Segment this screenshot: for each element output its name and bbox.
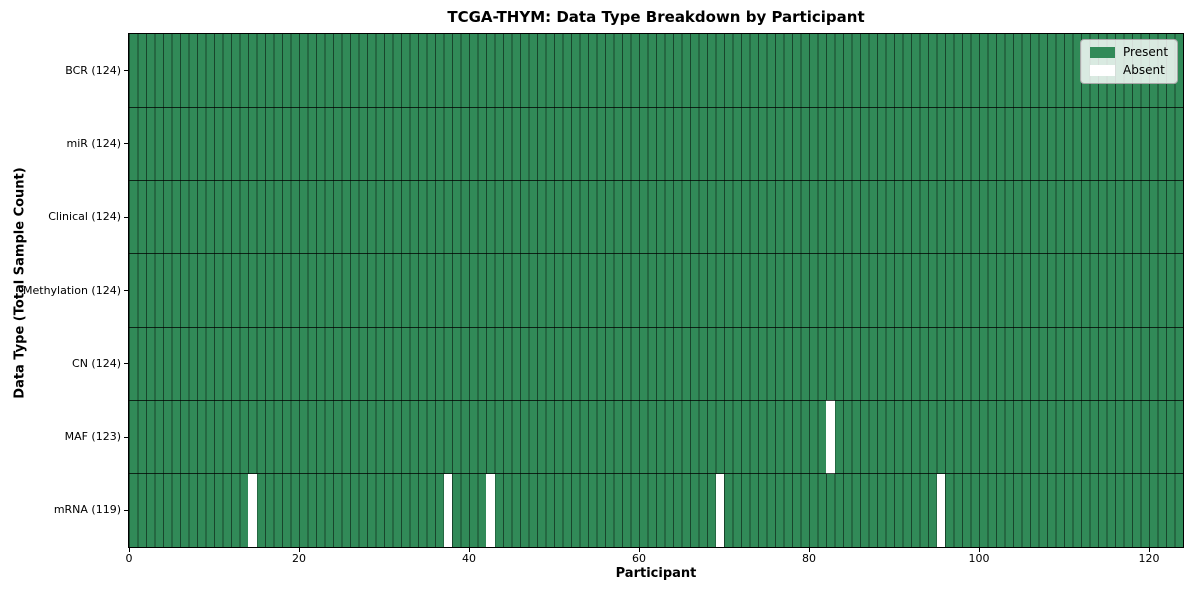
x-tick-label-120: 120: [1138, 552, 1160, 565]
y-tick-label-mir: miR (124): [66, 136, 122, 150]
y-tick-mark: [124, 509, 128, 511]
absent-cell-mrna-42: [486, 473, 495, 547]
y-tick-label-maf: MAF (123): [64, 430, 121, 444]
absent-cell-mrna-95: [936, 473, 945, 547]
row-cn: [129, 327, 1183, 401]
legend-label-absent: Absent: [1123, 63, 1165, 77]
absent-cell-mrna-69: [715, 473, 724, 547]
y-tick-mark: [124, 216, 128, 218]
y-tick-label-methylation: Methylation (124): [23, 283, 121, 297]
x-tick-label-20: 20: [292, 552, 306, 565]
x-tick-label-100: 100: [968, 552, 990, 565]
x-axis-label: Participant: [615, 566, 697, 581]
row-methylation: [129, 253, 1183, 328]
x-tick-label-80: 80: [802, 552, 816, 565]
legend: Present Absent: [1080, 39, 1179, 84]
absent-cell-mrna-37: [443, 473, 452, 547]
legend-swatch-absent: [1090, 65, 1115, 76]
y-tick-label-clinical: Clinical (124): [48, 210, 121, 224]
row-maf: [129, 400, 1183, 474]
y-tick-mark: [124, 290, 128, 291]
row-clinical: [129, 180, 1183, 254]
x-tick-mark: [298, 548, 300, 552]
absent-cell-maf-82: [826, 400, 835, 474]
x-tick-mark: [1148, 548, 1150, 552]
chart-title: TCGA-THYM: Data Type Breakdown by Partic…: [447, 8, 865, 26]
y-tick-label-cn: CN (124): [72, 356, 121, 370]
y-tick-mark: [124, 436, 128, 438]
y-tick-mark: [124, 363, 128, 365]
x-tick-mark: [128, 548, 130, 552]
row-mir: [129, 107, 1183, 181]
plot-area: [128, 33, 1184, 548]
x-tick-mark: [978, 548, 980, 552]
legend-swatch-present: [1090, 47, 1115, 58]
x-tick-mark: [808, 548, 810, 552]
x-tick-mark: [468, 548, 470, 552]
legend-label-present: Present: [1123, 45, 1169, 59]
x-tick-label-60: 60: [632, 552, 646, 565]
legend-item-absent: Absent: [1090, 64, 1168, 77]
x-tick-label-0: 0: [125, 552, 133, 565]
row-mrna: [129, 473, 1183, 547]
legend-item-present: Present: [1090, 46, 1168, 59]
x-tick-label-40: 40: [462, 552, 476, 565]
x-tick-mark: [638, 548, 640, 552]
y-tick-label-bcr: BCR (124): [65, 63, 121, 77]
y-tick-label-mrna: mRNA (119): [53, 503, 121, 517]
row-bcr: [129, 34, 1183, 108]
absent-cell-mrna-14: [248, 473, 257, 547]
y-tick-mark: [124, 143, 128, 145]
y-tick-mark: [124, 70, 128, 72]
